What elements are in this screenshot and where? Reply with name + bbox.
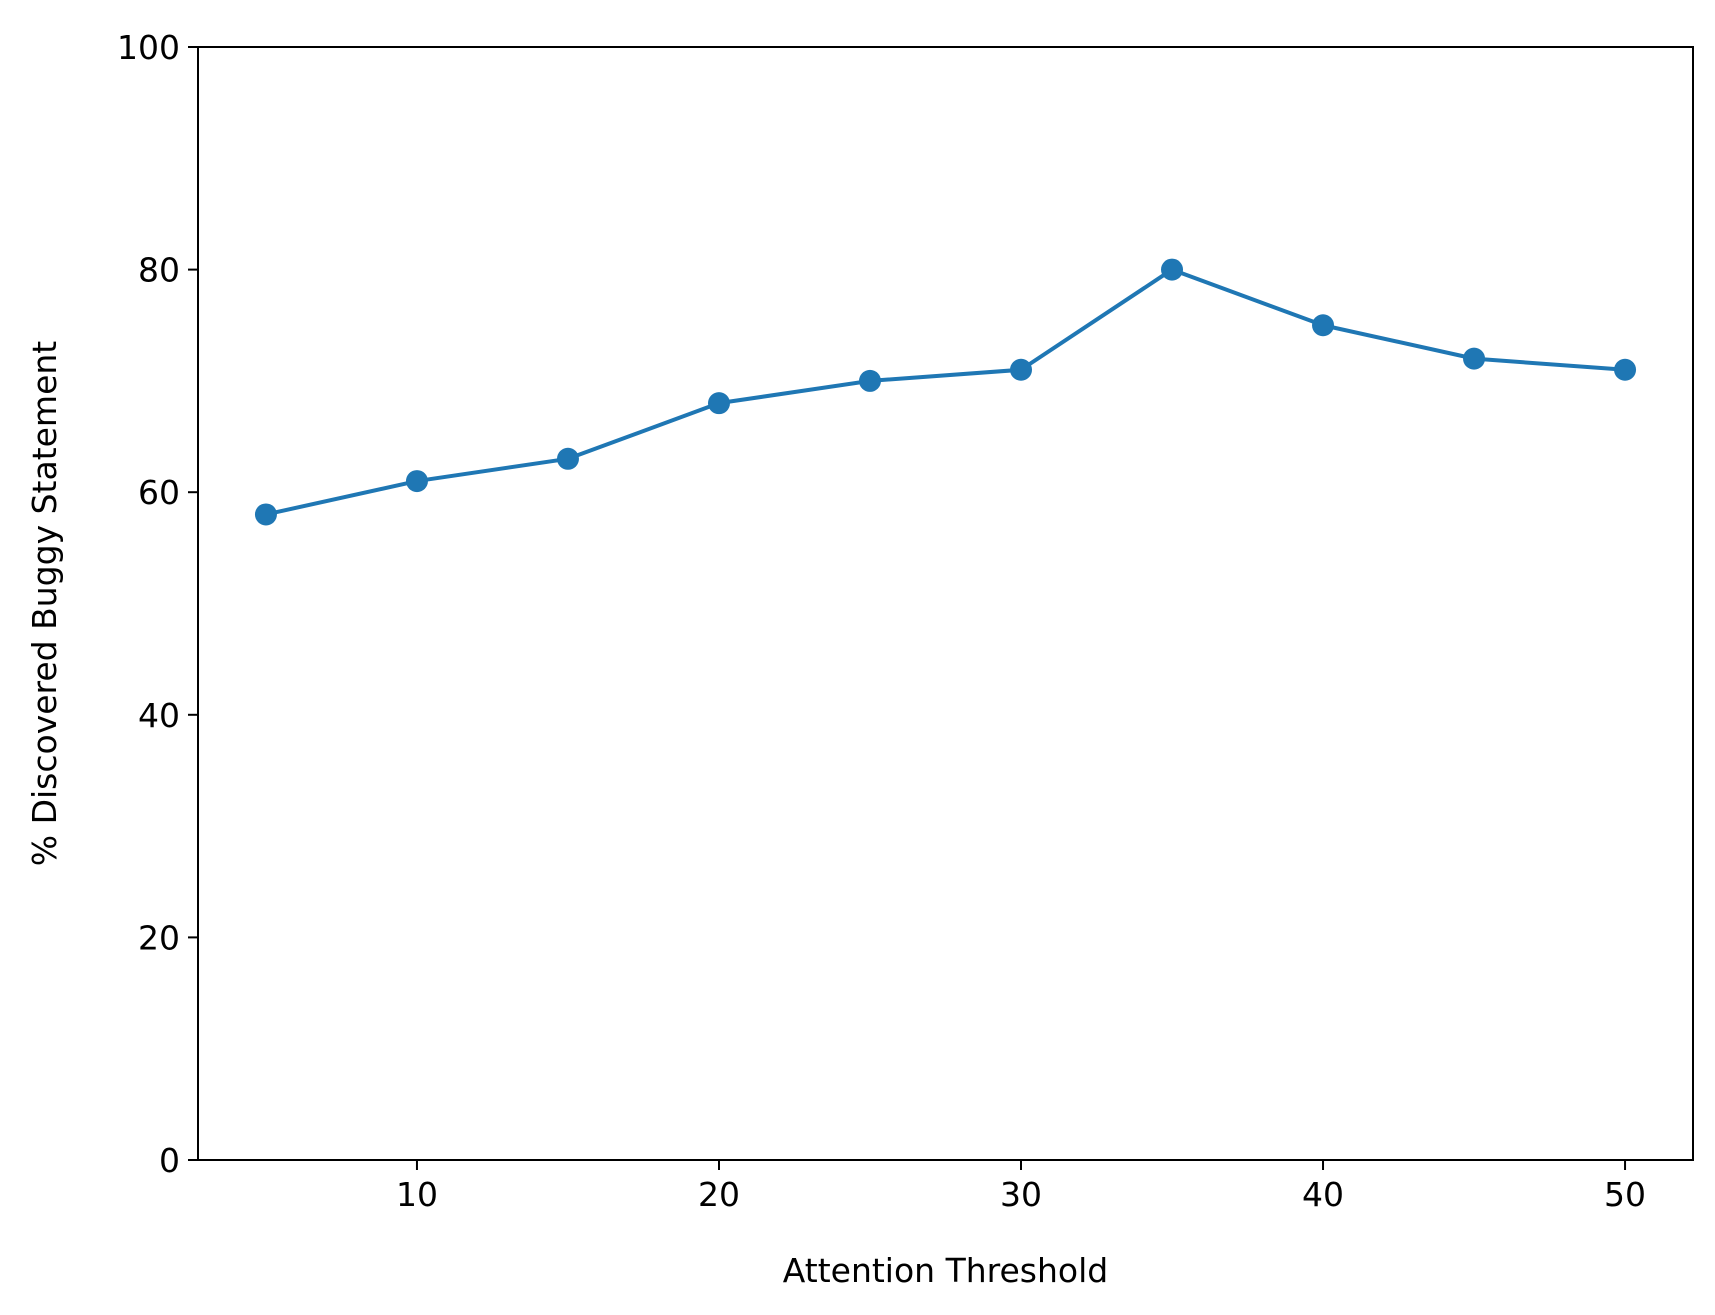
data-point bbox=[1010, 358, 1033, 381]
data-point bbox=[1312, 314, 1335, 337]
data-point bbox=[858, 369, 881, 392]
y-tick-label: 60 bbox=[138, 473, 180, 512]
data-point bbox=[707, 392, 730, 415]
y-axis-title: % Discovered Buggy Statement bbox=[25, 341, 64, 867]
data-point bbox=[1463, 347, 1486, 370]
y-tick-label: 100 bbox=[117, 28, 180, 67]
x-tick-label: 10 bbox=[396, 1175, 438, 1214]
data-point bbox=[1161, 258, 1184, 281]
x-tick-label: 40 bbox=[1302, 1175, 1344, 1214]
y-tick-label: 40 bbox=[138, 696, 180, 735]
y-tick-label: 20 bbox=[138, 918, 180, 957]
data-point bbox=[556, 447, 579, 470]
y-axis: 0 20 40 60 80 100 bbox=[117, 28, 198, 1180]
axes-frame bbox=[197, 46, 1694, 1161]
data-point bbox=[1614, 358, 1637, 381]
x-axis-title: Attention Threshold bbox=[783, 1251, 1108, 1290]
plot-area bbox=[254, 258, 1637, 526]
x-tick-label: 30 bbox=[1000, 1175, 1042, 1214]
x-tick-label: 20 bbox=[698, 1175, 740, 1214]
y-tick-label: 80 bbox=[138, 251, 180, 290]
data-point bbox=[405, 470, 428, 493]
data-point bbox=[254, 503, 277, 526]
x-tick-label: 50 bbox=[1604, 1175, 1646, 1214]
x-axis: 10 20 30 40 50 bbox=[396, 1160, 1646, 1214]
y-tick-label: 0 bbox=[159, 1141, 180, 1180]
series-line bbox=[265, 267, 1626, 517]
